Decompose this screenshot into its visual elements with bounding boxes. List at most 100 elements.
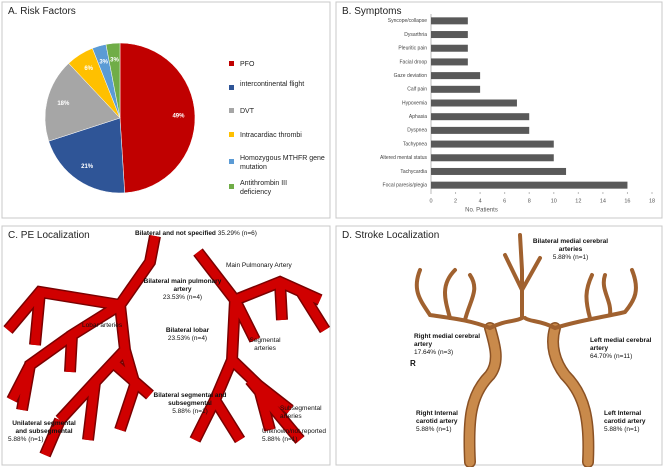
y-tick-label: Altered mental status: [380, 155, 427, 161]
label-stat: 5.88% (n=1): [8, 436, 44, 443]
bar: [431, 181, 628, 189]
y-tick-label: Focal paresis/plegia: [383, 182, 428, 188]
panel-title: D. Stroke Localization: [342, 230, 440, 241]
cerebral-arteries: [414, 233, 638, 467]
bar: [431, 44, 468, 52]
label: Subsegmental arteries: [280, 405, 330, 421]
x-tick-label: 16: [624, 198, 630, 204]
label: Bilateral medial cerebral arteries 5.88% …: [528, 238, 613, 262]
legend-label: DVT: [240, 108, 255, 115]
bar: [431, 113, 530, 121]
label-stat: 5.88% (n=1): [604, 426, 640, 433]
label: Right Internal carotid artery 5.88% (n=1): [416, 410, 480, 434]
pulmonary-tree: [3, 234, 331, 458]
label-name: Left medial cerebral artery: [590, 337, 652, 352]
panel-title: B. Symptoms: [342, 6, 402, 17]
label-stat: 64.70% (n=11): [590, 353, 633, 360]
pie-slice: [119, 42, 196, 194]
label: Unilateral segmental and subsegmental 5.8…: [8, 420, 80, 444]
label-name: Unilateral segmental and subsegmental: [12, 420, 76, 435]
pie-slice: [48, 117, 125, 194]
y-tick-label: Facial droop: [399, 59, 427, 65]
label-name: Bilateral main pulmonary artery: [143, 278, 222, 293]
bar: [431, 72, 481, 80]
label-name: Unknown/not reported 5.88% (n=1): [262, 428, 326, 443]
bar: [431, 140, 554, 148]
bar: [431, 154, 554, 162]
label-name: Main Pulmonary Artery: [226, 262, 292, 269]
label-stat: 23.53% (n=4): [167, 335, 208, 342]
bar: [431, 167, 567, 175]
bar: [431, 58, 468, 66]
y-tick-label: Syncope/collapse: [388, 18, 427, 24]
label-name: Bilateral medial cerebral arteries: [532, 238, 609, 253]
label: Unknown/not reported 5.88% (n=1): [262, 428, 330, 444]
label: Bilateral lobar 23.53% (n=4): [150, 327, 225, 343]
panel-title: C. PE Localization: [8, 230, 90, 241]
label-name: Right medial cerebral artery: [414, 333, 481, 348]
x-axis-label: No. Patients: [465, 208, 498, 214]
x-tick-label: 10: [551, 198, 557, 204]
label: Bilateral and not specified 35.29% (n=6): [135, 230, 335, 238]
legend-label: intercontinental flight: [240, 81, 304, 88]
panel-title: A. Risk Factors: [8, 6, 76, 17]
label: Left Internal carotid artery 5.88% (n=1): [604, 410, 660, 434]
y-tick-label: Dyspnea: [407, 128, 427, 134]
label: Segmental arteries: [240, 337, 290, 353]
label-name: Bilateral lobar: [165, 327, 210, 334]
y-tick-label: Calf pain: [407, 87, 427, 93]
slice-label: 21%: [81, 164, 94, 170]
legend-swatch: [229, 159, 234, 164]
label-stat: 5.88% (n=1): [552, 254, 589, 261]
legend-swatch: [229, 132, 234, 137]
legend-label: Intracardiac thrombi: [240, 132, 302, 139]
label-stat: 17.64% (n=3): [414, 349, 454, 356]
label-name: Left Internal carotid artery: [604, 410, 646, 425]
label: Bilateral main pulmonary artery 23.53% (n…: [140, 278, 225, 302]
slice-label: 49%: [172, 114, 185, 120]
label-name: Bilateral and not specified: [135, 230, 216, 237]
side-label-text: R: [410, 359, 416, 368]
label-name: Bilateral segmental and subsegmental: [153, 392, 227, 407]
slice-label: 18%: [57, 101, 70, 107]
label: Main Pulmonary Artery: [226, 262, 292, 270]
y-tick-label: Tachycardia: [400, 169, 427, 175]
y-tick-label: Gaze deviation: [394, 73, 428, 79]
bar: [431, 85, 481, 93]
side-label: R: [410, 360, 416, 368]
y-tick-label: Tachypnea: [403, 141, 427, 147]
y-tick-label: Dysarthria: [404, 32, 427, 38]
bar: [431, 31, 468, 39]
label-stat: 23.53% (n=4): [162, 294, 203, 301]
x-tick-label: 0: [429, 198, 432, 204]
legend-swatch: [229, 61, 234, 66]
legend-label: Homozygous MTHFR gene mutation: [240, 155, 325, 171]
x-tick-label: 18: [649, 198, 655, 204]
pie-slice: [105, 42, 121, 119]
label-stat: 5.88% (n=1): [416, 426, 452, 433]
label-stat: 35.29% (n=6): [217, 230, 257, 237]
y-tick-label: Pleuritic pain: [398, 46, 427, 52]
bar: [431, 17, 468, 25]
slice-label: 3%: [110, 57, 119, 63]
legend-swatch: [229, 184, 234, 189]
label: Left medial cerebral artery 64.70% (n=11): [590, 337, 658, 361]
label-name: Segmental arteries: [249, 337, 281, 352]
legend-label: Antithrombin III deficiency: [240, 180, 287, 196]
pie-slice: [44, 62, 121, 142]
y-tick-label: Hypoxemia: [402, 100, 427, 106]
x-tick-label: 8: [528, 198, 531, 204]
bar: [431, 126, 530, 134]
label: Right medial cerebral artery 17.64% (n=3): [414, 333, 486, 357]
slice-label: 3%: [99, 59, 108, 65]
label-name: Subsegmental arteries: [280, 405, 322, 420]
legend-swatch: [229, 85, 234, 90]
x-tick-label: 6: [503, 198, 506, 204]
legend-swatch: [229, 108, 234, 113]
label-stat: 5.88% (n=1): [172, 408, 208, 415]
x-tick-label: 12: [575, 198, 581, 204]
label-name: Right Internal carotid artery: [416, 410, 458, 425]
label: Lobar arteries: [82, 322, 122, 330]
